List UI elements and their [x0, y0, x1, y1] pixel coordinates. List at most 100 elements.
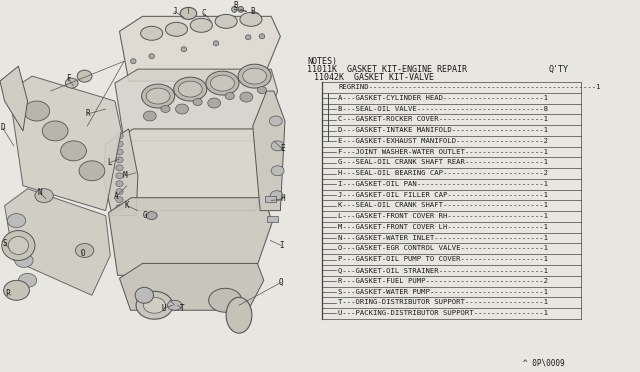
Ellipse shape [42, 121, 68, 141]
Ellipse shape [173, 77, 207, 101]
Ellipse shape [116, 197, 123, 203]
Bar [0, 1, 289, 362]
Ellipse shape [243, 68, 267, 84]
Ellipse shape [143, 111, 156, 121]
Text: P: P [5, 289, 10, 298]
Ellipse shape [116, 181, 123, 187]
Text: NOTES): NOTES) [307, 57, 337, 66]
Ellipse shape [7, 214, 26, 228]
Polygon shape [110, 129, 274, 211]
Text: N: N [37, 188, 42, 197]
Ellipse shape [245, 35, 251, 40]
Text: L: L [107, 158, 112, 167]
Text: S: S [3, 239, 7, 248]
Text: A---GASKET-CYLINDER HEAD-----------------------1: A---GASKET-CYLINDER HEAD----------------… [339, 95, 548, 101]
Text: 11011K  GASKET KIT-ENGINE REPAIR: 11011K GASKET KIT-ENGINE REPAIR [307, 65, 467, 74]
Text: H---SEAL-OIL BEARING CAP-----------------------2: H---SEAL-OIL BEARING CAP----------------… [339, 170, 548, 176]
Text: L---GASKET-FRONT COVER RH----------------------1: L---GASKET-FRONT COVER RH---------------… [339, 213, 548, 219]
Ellipse shape [213, 41, 219, 46]
Text: T: T [180, 304, 184, 313]
Text: P---GASKET-OIL PUMP TO COVER-------------------1: P---GASKET-OIL PUMP TO COVER------------… [339, 256, 548, 262]
Ellipse shape [240, 92, 253, 102]
Ellipse shape [2, 231, 35, 260]
Text: C: C [202, 9, 206, 18]
Text: F: F [66, 74, 70, 83]
Ellipse shape [166, 22, 188, 36]
Ellipse shape [24, 101, 50, 121]
Ellipse shape [11, 234, 29, 247]
Text: D---GASKET-INTAKE MANIFOLD---------------------1: D---GASKET-INTAKE MANIFOLD--------------… [339, 127, 548, 133]
Text: H: H [281, 194, 285, 203]
Ellipse shape [225, 93, 234, 100]
Text: K: K [125, 201, 129, 210]
Text: Q: Q [279, 278, 284, 287]
Ellipse shape [180, 7, 196, 19]
Ellipse shape [269, 116, 282, 126]
Text: R: R [85, 109, 90, 119]
Text: Q'TY: Q'TY [548, 65, 568, 74]
Ellipse shape [259, 34, 265, 39]
Ellipse shape [116, 149, 123, 155]
Ellipse shape [271, 166, 284, 176]
Text: Q---GASKET-OIL STRAINER------------------------1: Q---GASKET-OIL STRAINER-----------------… [339, 267, 548, 273]
Text: M---GASKET-FRONT COVER LH----------------------1: M---GASKET-FRONT COVER LH---------------… [339, 224, 548, 230]
Ellipse shape [61, 141, 86, 161]
Ellipse shape [77, 70, 92, 82]
Text: F---JOINT WASHER-WATER OUTLET------------------1: F---JOINT WASHER-WATER OUTLET-----------… [339, 149, 548, 155]
Text: E: E [280, 144, 285, 153]
Ellipse shape [141, 26, 163, 40]
Ellipse shape [19, 273, 36, 287]
Ellipse shape [193, 99, 202, 106]
Text: U: U [161, 304, 166, 313]
Ellipse shape [35, 189, 53, 203]
Ellipse shape [209, 288, 242, 312]
Text: T---ORING-DISTRIBUTOR SUPPORT------------------1: T---ORING-DISTRIBUTOR SUPPORT-----------… [339, 299, 548, 305]
Text: I: I [279, 241, 284, 250]
Ellipse shape [15, 253, 33, 267]
Ellipse shape [179, 81, 202, 97]
Ellipse shape [271, 141, 284, 151]
Ellipse shape [190, 18, 212, 32]
Ellipse shape [211, 75, 234, 91]
Text: ^ 0P\0009: ^ 0P\0009 [523, 358, 564, 367]
Text: REGRIND----------------------------------------------------1: REGRIND---------------------------------… [339, 84, 601, 90]
Polygon shape [120, 16, 280, 81]
Ellipse shape [116, 141, 123, 147]
Ellipse shape [116, 133, 123, 139]
Ellipse shape [76, 244, 94, 257]
Ellipse shape [116, 189, 123, 195]
Text: K---SEAL-OIL CRANK SHAFT-----------------------1: K---SEAL-OIL CRANK SHAFT----------------… [339, 202, 548, 208]
Bar [267, 216, 278, 222]
Ellipse shape [181, 47, 187, 52]
Polygon shape [103, 129, 138, 216]
Ellipse shape [215, 15, 237, 28]
Ellipse shape [232, 6, 237, 12]
Ellipse shape [206, 71, 239, 95]
Text: S---GASKET-WATER PUMP--------------------------1: S---GASKET-WATER PUMP-------------------… [339, 289, 548, 295]
Ellipse shape [161, 106, 170, 112]
Ellipse shape [238, 64, 271, 88]
Text: B: B [250, 7, 255, 16]
Text: O: O [81, 249, 85, 258]
Ellipse shape [116, 205, 123, 211]
Ellipse shape [175, 104, 188, 114]
Polygon shape [9, 76, 122, 211]
Text: J---GASKET-OIL FILLER CAP----------------------1: J---GASKET-OIL FILLER CAP---------------… [339, 192, 548, 198]
Text: G---SEAL-OIL CRANK SHAFT REAR------------------1: G---SEAL-OIL CRANK SHAFT REAR-----------… [339, 160, 548, 166]
Text: B: B [233, 1, 237, 10]
Ellipse shape [270, 191, 283, 201]
Polygon shape [253, 91, 285, 211]
Ellipse shape [146, 88, 170, 104]
Text: A: A [113, 192, 118, 201]
Text: G: G [143, 211, 148, 220]
Text: R---GASKET-FUEL PUMP---------------------------2: R---GASKET-FUEL PUMP--------------------… [339, 278, 548, 284]
Ellipse shape [131, 59, 136, 64]
Ellipse shape [167, 300, 182, 310]
Ellipse shape [257, 87, 267, 94]
Text: O---GASKET-EGR CONTROL VALVE-------------------1: O---GASKET-EGR CONTROL VALVE------------… [339, 246, 548, 251]
Ellipse shape [65, 78, 78, 88]
Text: C---GASKET-ROCKER COVER------------------------1: C---GASKET-ROCKER COVER-----------------… [339, 116, 548, 122]
Polygon shape [4, 189, 110, 295]
Polygon shape [115, 69, 278, 141]
Text: J: J [172, 7, 177, 16]
